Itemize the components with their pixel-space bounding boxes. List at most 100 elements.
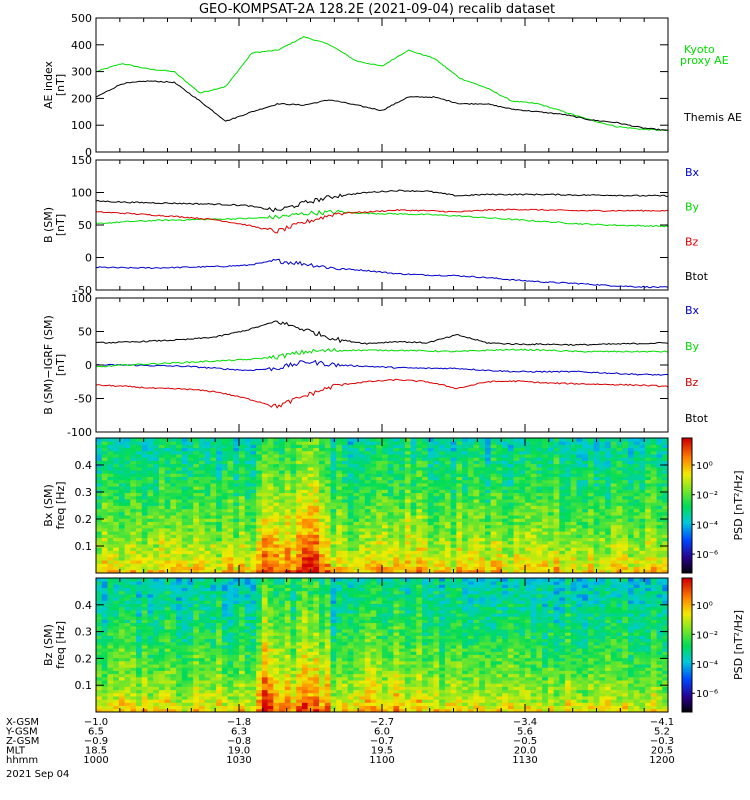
spectrogram-cell <box>170 441 177 445</box>
spectrogram-cell <box>239 438 246 442</box>
spectrogram-cell <box>662 511 669 516</box>
spectrogram-cell <box>181 473 188 477</box>
spectrogram-cell <box>261 492 268 497</box>
spectrogram-cell <box>553 550 560 555</box>
spectrogram-cell <box>450 505 457 510</box>
spectrogram-cell <box>153 479 160 484</box>
spectrogram-cell <box>158 569 166 574</box>
spectrogram-cell <box>296 566 303 571</box>
spectrogram-cell <box>547 515 554 519</box>
spectrogram-cell <box>198 531 206 535</box>
spectrogram-cell <box>427 550 434 555</box>
spectrogram-cell <box>473 553 480 558</box>
spectrogram-cell <box>633 441 640 445</box>
spectrogram-cell <box>107 454 114 458</box>
spectrogram-cell <box>393 515 400 519</box>
spectrogram-cell <box>347 463 354 468</box>
spectrogram-cell <box>525 476 532 481</box>
spectrogram-cell <box>147 515 154 519</box>
y-tick-label: 500 <box>71 12 92 25</box>
spectrogram-cell <box>324 531 331 535</box>
spectrogram-cell <box>170 502 177 506</box>
spectrogram-cell <box>553 531 560 535</box>
spectrogram-cell <box>627 566 635 571</box>
spectrogram-cell <box>656 499 663 503</box>
spectrogram-cell <box>290 550 297 555</box>
spectrogram-cell <box>158 473 166 477</box>
spectrogram-cell <box>107 450 114 455</box>
spectrogram-cell <box>404 489 411 494</box>
spectrogram-cell <box>610 463 617 468</box>
spectrogram-cell <box>221 444 228 449</box>
spectrogram-cell <box>319 508 326 513</box>
spectrogram-cell <box>462 486 469 490</box>
spectrogram-cell <box>181 550 188 555</box>
spectrogram-cell <box>313 447 320 452</box>
spectrogram-cell <box>313 450 320 455</box>
spectrogram-cell <box>496 566 503 571</box>
spectrogram-cell <box>353 560 360 564</box>
spectrogram-cell <box>313 476 320 481</box>
spectrogram-cell <box>479 483 486 487</box>
spectrogram-cell <box>136 492 143 497</box>
spectrogram-cell <box>370 521 377 526</box>
spectrogram-cell <box>147 616 154 620</box>
spectrogram-cell <box>353 476 360 481</box>
spectrogram-cell <box>599 531 606 535</box>
spectrogram-cell <box>170 444 177 449</box>
spectrogram-cell <box>473 537 480 542</box>
spectrogram-cell <box>101 654 108 659</box>
spectrogram-cell <box>284 528 291 532</box>
spectrogram-cell <box>393 566 400 571</box>
spectrogram-cell <box>387 524 394 529</box>
spectrogram-cell <box>284 444 291 449</box>
spectrogram-cell <box>502 473 509 477</box>
spectrogram-cell <box>422 569 429 574</box>
spectrogram-cell <box>370 492 377 497</box>
spectrogram-cell <box>382 531 389 535</box>
spectrogram-cell <box>399 438 406 442</box>
spectrogram-cell <box>101 528 108 532</box>
spectrogram-cell <box>427 537 434 542</box>
spectrogram-cell <box>462 447 469 452</box>
spectrogram-cell <box>244 444 251 449</box>
spectrogram-cell <box>221 515 228 519</box>
spectrogram-cell <box>301 508 309 513</box>
spectrogram-cell <box>559 528 566 532</box>
spectrogram-cell <box>450 473 457 477</box>
spectrogram-cell <box>645 447 652 452</box>
spectrogram-cell <box>296 463 303 468</box>
spectrogram-cell <box>490 553 497 558</box>
spectrogram-cell <box>141 438 148 442</box>
spectrogram-cell <box>462 502 469 506</box>
spectrogram-cell <box>284 563 291 567</box>
spectrogram-cell <box>193 521 200 526</box>
spectrogram-cell <box>473 441 480 445</box>
spectrogram-cell <box>410 438 417 442</box>
spectrogram-cell <box>467 505 474 510</box>
spectrogram-cell <box>479 438 486 442</box>
spectrogram-cell <box>233 483 240 487</box>
spectrogram-cell <box>530 470 537 474</box>
spectrogram-cell <box>462 508 469 513</box>
spectrogram-cell <box>313 531 320 535</box>
spectrogram-cell <box>370 508 377 513</box>
spectrogram-cell <box>525 457 532 461</box>
spectrogram-cell <box>244 492 251 497</box>
spectrogram-cell <box>107 476 114 481</box>
spectrogram-cell <box>633 492 640 497</box>
spectrogram-cell <box>198 537 206 542</box>
spectrogram-cell <box>353 489 360 494</box>
spectrogram-cell <box>136 609 143 614</box>
spectrogram-cell <box>450 460 457 465</box>
spectrogram-cell <box>96 641 103 646</box>
colorbar-segment <box>682 471 692 475</box>
spectrogram-cell <box>130 566 137 571</box>
spectrogram-cell <box>118 476 125 481</box>
spectrogram-cell <box>221 556 228 561</box>
spectrogram-cell <box>147 676 154 681</box>
spectrogram-cell <box>118 619 125 624</box>
spectrogram-cell <box>273 560 280 564</box>
spectrogram-cell <box>656 463 663 468</box>
spectrogram-cell <box>101 460 108 465</box>
